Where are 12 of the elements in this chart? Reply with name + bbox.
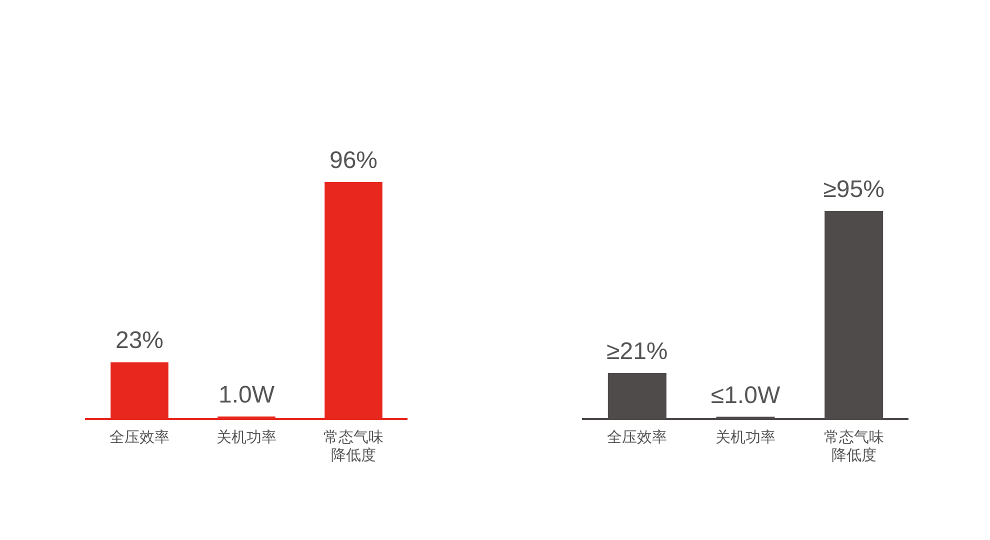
x-tick-label: 全压效率: [110, 428, 170, 446]
data-label: ≥95%: [823, 176, 884, 203]
data-label: 96%: [329, 147, 378, 174]
data-label: ≥21%: [606, 338, 668, 366]
x-tick-label: 常态气味降低度: [324, 428, 384, 464]
x-tick-label: 全压效率: [607, 428, 668, 446]
x-tick-label: 关机功率: [216, 428, 276, 446]
x-tick-label: 关机功率: [716, 428, 776, 446]
data-label: ≤1.0W: [710, 382, 780, 409]
data-label: 23%: [115, 327, 164, 354]
x-tick-label: 常态气味降低度: [824, 428, 884, 464]
data-label: 1.0W: [218, 382, 275, 409]
